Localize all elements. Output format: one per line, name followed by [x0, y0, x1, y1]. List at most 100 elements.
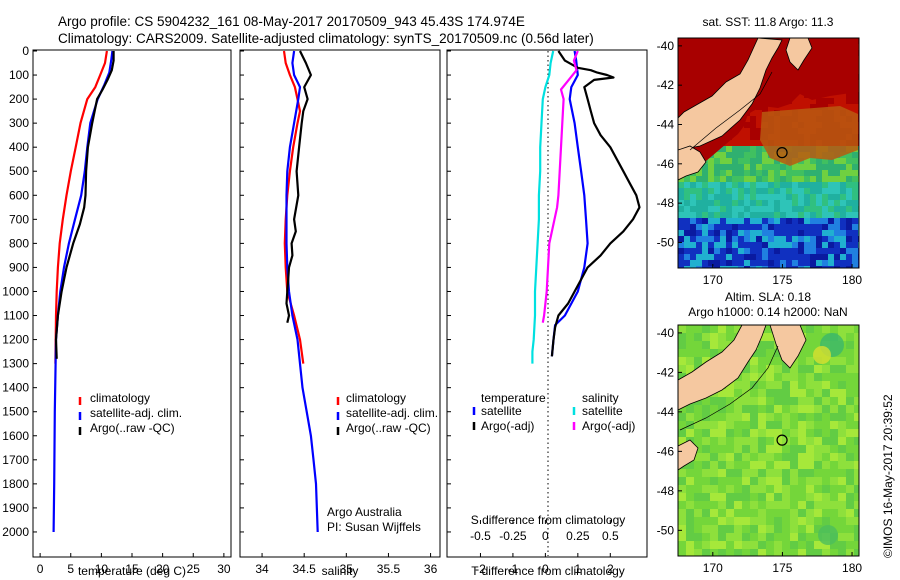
sla-cell: [734, 461, 742, 469]
sst-cell: [852, 170, 858, 176]
sla-cell: [798, 373, 806, 381]
sst-cell: [834, 170, 840, 176]
sst-cell: [774, 182, 780, 188]
sla-cell: [846, 333, 854, 341]
sst-cell: [828, 218, 834, 224]
sst-x-ticks: 170 175 180: [703, 264, 862, 287]
sst-cell: [834, 212, 840, 218]
sst-cell: [822, 248, 828, 254]
sla-cell: [742, 493, 750, 501]
sst-cell: [690, 194, 696, 200]
sla-cell: [694, 493, 702, 501]
sst-cell: [846, 242, 852, 248]
sla-cell: [774, 541, 782, 549]
sst-cell: [678, 230, 684, 236]
sla-cell: [806, 373, 814, 381]
sla-cell: [766, 325, 774, 333]
sla-cell: [774, 493, 782, 501]
sst-cell: [750, 236, 756, 242]
sla-cell: [798, 461, 806, 469]
sst-cell: [834, 242, 840, 248]
sst-cell: [738, 254, 744, 260]
sla-cell: [678, 421, 686, 429]
sla-cell: [838, 437, 846, 445]
x-tick-label: -2: [475, 562, 486, 576]
sla-cell: [678, 341, 686, 349]
sla-cell: [830, 405, 838, 413]
sst-cell: [732, 230, 738, 236]
sst-cell: [738, 188, 744, 194]
map-y-tick-label: -40: [657, 326, 675, 340]
sst-cell: [684, 230, 690, 236]
sst-cell: [852, 230, 858, 236]
sla-cell: [686, 349, 694, 357]
sla-cell: [702, 413, 710, 421]
sst-cell: [846, 260, 852, 266]
sst-cell: [834, 248, 840, 254]
sla-cell: [686, 357, 694, 365]
sla-cell: [766, 469, 774, 477]
sla-cell: [718, 397, 726, 405]
sst-cell: [738, 170, 744, 176]
sla-cell: [694, 453, 702, 461]
sst-cell: [768, 254, 774, 260]
sst-cell: [792, 170, 798, 176]
sla-cell: [774, 437, 782, 445]
sst-cell: [750, 266, 756, 268]
sst-cell: [840, 176, 846, 182]
sst-cell: [714, 236, 720, 242]
sla-cell: [702, 437, 710, 445]
sst-cell: [810, 242, 816, 248]
sla-cell: [758, 501, 766, 509]
sst-cell: [750, 260, 756, 266]
sla-cell: [766, 405, 774, 413]
sla-cell: [822, 421, 830, 429]
sla-cell: [694, 421, 702, 429]
sla-cell: [710, 349, 718, 357]
sst-map: sat. SST: 11.8 Argo: 11.3 -40-42-44-46-4…: [657, 15, 863, 287]
sla-cell: [806, 525, 814, 533]
sla-cell: [742, 445, 750, 453]
sst-cell: [762, 200, 768, 206]
sst-cell: [714, 260, 720, 266]
sst-cell: [852, 254, 858, 260]
sst-cell: [852, 212, 858, 218]
sla-cell: [742, 413, 750, 421]
sst-cell: [708, 170, 714, 176]
sst-cell: [762, 194, 768, 200]
sst-cell: [750, 212, 756, 218]
sla-cell: [822, 461, 830, 469]
sst-cell: [822, 182, 828, 188]
sst-cell: [720, 266, 726, 268]
sst-cell: [810, 176, 816, 182]
sst-cell: [708, 194, 714, 200]
sst-cell: [756, 188, 762, 194]
sla-cell: [726, 453, 734, 461]
sst-cell: [822, 212, 828, 218]
sla-cell: [782, 493, 790, 501]
sst-cell: [744, 140, 750, 146]
sst-cell: [828, 200, 834, 206]
sla-cell: [854, 333, 859, 341]
y-tick-label: 800: [9, 236, 29, 250]
sst-cell: [720, 206, 726, 212]
sla-cell: [814, 533, 822, 541]
sla-cell: [742, 533, 750, 541]
sla-cell: [806, 389, 814, 397]
sst-cell: [756, 164, 762, 170]
sla-cell: [678, 373, 686, 381]
series-line-t-satellite: [550, 50, 589, 357]
sla-cell: [766, 333, 774, 341]
x-tick-label: -0.5: [470, 529, 491, 543]
sst-cell: [816, 206, 822, 212]
sst-cell: [786, 230, 792, 236]
sla-cell: [686, 413, 694, 421]
sst-cell: [726, 260, 732, 266]
sst-cell: [816, 176, 822, 182]
sla-cell: [822, 373, 830, 381]
sst-cell: [822, 242, 828, 248]
sst-cell: [780, 254, 786, 260]
sst-cell: [684, 242, 690, 248]
sst-cell: [768, 176, 774, 182]
sla-cell: [686, 485, 694, 493]
